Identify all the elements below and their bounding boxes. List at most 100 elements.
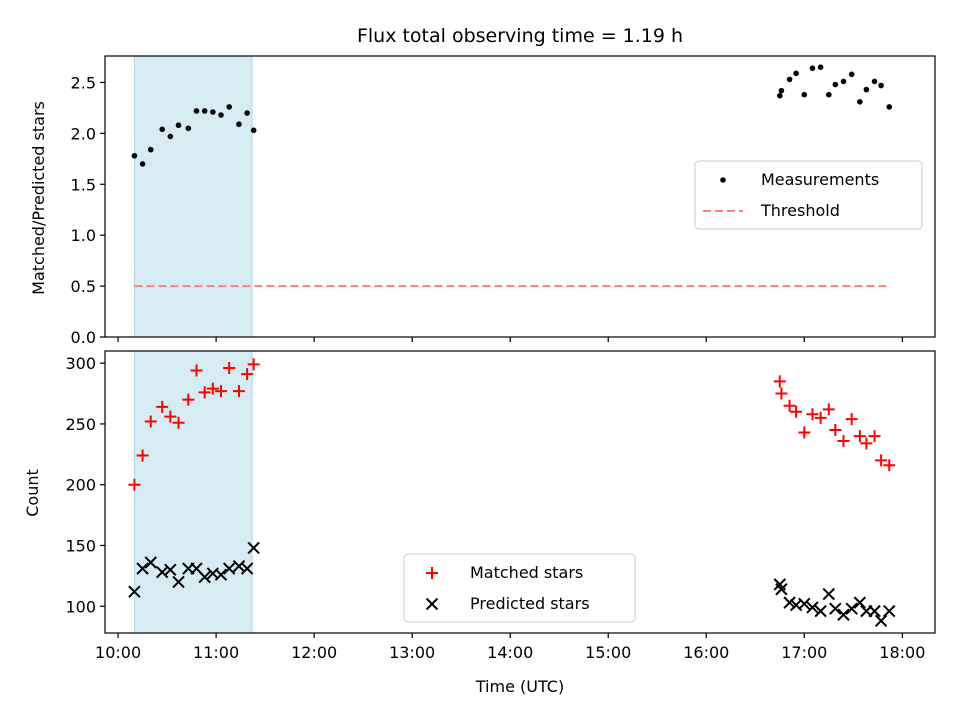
legend-entry-label: Threshold (760, 201, 840, 220)
x-tick-label: 14:00 (487, 643, 533, 662)
predicted-stars-point (822, 587, 836, 601)
matched-stars-point (156, 400, 169, 413)
matched-stars-point (798, 426, 811, 439)
measurement-point (185, 125, 192, 132)
x-tick-label: 12:00 (291, 643, 337, 662)
chart-title: Flux total observing time = 1.19 h (357, 25, 683, 47)
matched-stars-point (868, 430, 881, 443)
measurement-point (817, 64, 824, 70)
predicted-stars-point (232, 559, 246, 573)
predicted-stars-point (144, 556, 157, 569)
predicted-stars-point (155, 566, 169, 579)
measurement-point (848, 71, 855, 78)
predicted-stars-point (775, 583, 788, 596)
measurement-point (863, 86, 870, 93)
measurement-point (871, 78, 878, 85)
predicted-stars-point (829, 602, 842, 615)
measurement-point (244, 110, 250, 116)
measurement-point (832, 81, 839, 88)
plot-frame (104, 55, 936, 338)
measurement-point (131, 152, 138, 159)
x-tick-label: 16:00 (683, 643, 729, 662)
predicted-stars-point (240, 562, 254, 575)
predicted-stars-point (814, 604, 827, 618)
matched-stars-point (837, 434, 850, 447)
measurement-point (147, 146, 154, 153)
y-tick-label: 300 (65, 354, 96, 373)
legend: Matched stars Predicted stars (403, 553, 636, 623)
legend-entry-label: Matched stars (470, 563, 583, 582)
y-tick-label: 0.5 (71, 277, 96, 296)
matched-stars-point (128, 478, 141, 491)
ratio-panel: 0.0 0.5 1.0 1.5 2.0 2.5 Measurements Threshold (71, 55, 936, 347)
predicted-stars-point (853, 596, 867, 609)
y-tick-label: 200 (65, 476, 96, 495)
matched-stars-point (829, 424, 842, 437)
matched-stars-point (773, 375, 786, 388)
measurement-point (236, 121, 242, 128)
matched-stars-point (206, 382, 219, 395)
count-panel: 100 150 200 250 300 10:00 11:00 12:00 13:00 14:00… (65, 350, 936, 662)
measurement-point (878, 82, 884, 89)
observing-window-shade (133, 350, 253, 634)
measurement-point (809, 65, 816, 72)
matched-stars-point (215, 385, 228, 398)
predicted-stars-point (874, 614, 888, 628)
measurement-point (193, 108, 200, 114)
matched-stars-point (783, 399, 796, 412)
x-tick-label: 13:00 (389, 643, 435, 662)
y-tick-label: 100 (65, 597, 96, 616)
predicted-stars-point (837, 608, 850, 621)
measurement-point (175, 122, 182, 129)
measurement-point (226, 104, 232, 110)
matched-stars-point (775, 387, 788, 400)
matched-stars-point (198, 386, 211, 399)
matched-stars-point (883, 459, 896, 472)
measurement-point (840, 78, 847, 85)
x-tick-label: 17:00 (781, 643, 827, 662)
y-tick-label: 150 (65, 536, 96, 555)
matched-stars-point (822, 403, 835, 416)
bottom-y-axis-label: Count (23, 469, 42, 517)
y-tick-label: 2.5 (71, 73, 96, 92)
matched-stars-point (182, 393, 195, 406)
measurement-point (801, 91, 808, 98)
predicted-stars-point (164, 563, 177, 577)
matched-stars-point (164, 410, 177, 423)
legend: Measurements Threshold (694, 160, 923, 230)
predicted-stars-point (845, 602, 858, 615)
matched-stars-point (853, 430, 866, 443)
measurement-point (250, 127, 257, 134)
predicted-stars-point (806, 601, 819, 614)
matched-stars-point (172, 416, 185, 429)
predicted-stars-point (868, 604, 881, 618)
legend-dot-icon (720, 177, 726, 183)
predicted-stars-point (883, 604, 896, 618)
measurement-point (825, 91, 832, 98)
matched-stars-point (814, 411, 827, 424)
x-tick-label: 10:00 (95, 643, 141, 662)
x-tick-label: 15:00 (585, 643, 631, 662)
predicted-stars-point (783, 596, 796, 609)
measurement-point (218, 112, 224, 118)
y-tick-label: 0.0 (71, 328, 96, 347)
top-y-axis-label: Matched/Predicted stars (29, 101, 48, 295)
measurement-point (786, 76, 793, 83)
plot-frame (104, 350, 936, 634)
x-tick-label: 11:00 (193, 643, 239, 662)
matched-stars-point (232, 385, 245, 398)
predicted-stars-point (172, 575, 185, 589)
predicted-stars-point (198, 570, 211, 584)
y-tick-label: 250 (65, 415, 96, 434)
predicted-stars-point (214, 568, 228, 581)
measurement-point (778, 87, 785, 94)
legend-x-icon (425, 597, 439, 611)
matched-stars-point (790, 405, 803, 418)
measurement-point (210, 109, 216, 115)
y-tick-label: 1.0 (71, 226, 96, 245)
matched-stars-point (875, 454, 888, 467)
observing-window-shade (133, 55, 253, 338)
measurement-point (776, 92, 783, 99)
legend-entry-label: Measurements (761, 170, 879, 189)
